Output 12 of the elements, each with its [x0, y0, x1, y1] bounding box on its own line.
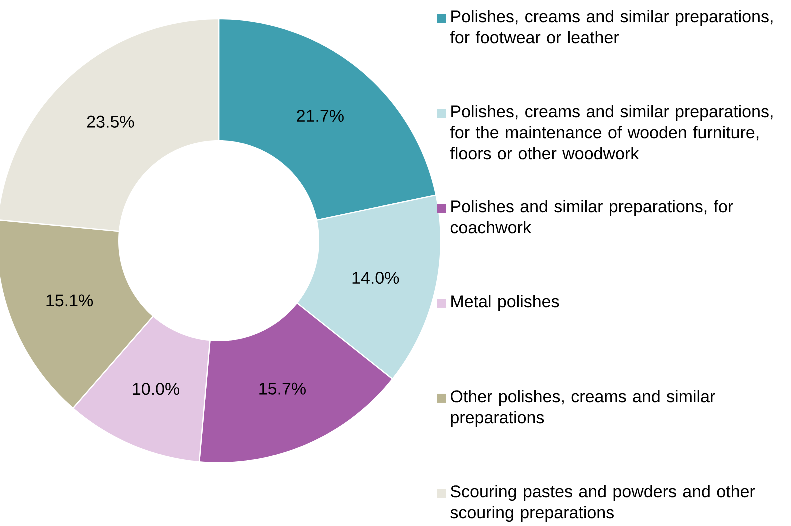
legend-label: Metal polishes	[452, 295, 560, 312]
data-label: 15.7%	[260, 382, 306, 395]
data-label: 14.0%	[352, 272, 400, 284]
legend-label: Polishes, creams and similar preparations, for the maintenance of wooden furniture, floors or other woodwork	[450, 105, 773, 160]
data-label: 15.1%	[46, 294, 94, 307]
legend-label: Other polishes, creams and similar preparations	[451, 390, 716, 428]
data-label: 21.7%	[297, 110, 344, 122]
legend-label: Scouring pastes and powders and other scouring preparations	[450, 485, 756, 522]
legend-label: Polishes and similar preparations, for coachwork	[450, 200, 734, 234]
data-label: 23.5%	[87, 116, 134, 128]
data-label: 10.0%	[133, 383, 180, 396]
legend-label: Polishes, creams and similar preparations, for footwear or leather	[450, 10, 773, 44]
